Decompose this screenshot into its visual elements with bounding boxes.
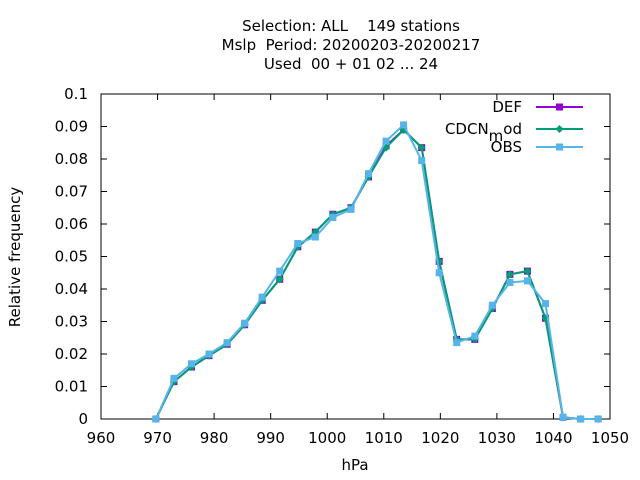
plot-frame	[100, 93, 611, 420]
y-axis-label: Relative frequency	[6, 187, 24, 328]
y-tick-label: 0.02	[55, 345, 88, 363]
x-tick-label: 1010	[365, 429, 403, 447]
data-point	[275, 275, 284, 284]
data-point	[559, 413, 567, 421]
y-tick-label: 0	[78, 410, 88, 428]
x-tick-label: 990	[256, 429, 285, 447]
y-tick-label: 0.07	[55, 183, 88, 201]
data-point	[453, 339, 461, 347]
legend-marker	[556, 103, 563, 111]
series-2	[152, 121, 602, 423]
y-tick-label: 0.06	[55, 215, 88, 233]
chart-title-line-1: Selection: ALL 149 stations	[242, 17, 460, 35]
series-line	[154, 123, 599, 420]
data-point	[542, 300, 550, 308]
y-tick-label: 0.04	[55, 280, 88, 298]
data-point	[523, 277, 531, 285]
data-point	[506, 279, 514, 286]
x-tick-label: 960	[87, 429, 116, 447]
data-point	[471, 332, 479, 340]
data-point	[205, 350, 213, 358]
y-tick-label: 0.1	[64, 85, 88, 103]
x-tick-label: 980	[200, 429, 229, 447]
series-0	[152, 126, 602, 423]
series-line	[154, 128, 599, 420]
x-tick-label: 1000	[308, 429, 346, 447]
data-point	[294, 240, 302, 247]
data-point	[505, 270, 514, 279]
data-point	[329, 214, 337, 221]
data-point	[311, 233, 319, 241]
x-tick-label: 1050	[591, 429, 629, 447]
x-tick-label: 970	[143, 429, 172, 447]
series-1	[151, 125, 603, 423]
data-point	[488, 301, 496, 309]
x-tick-label: 1040	[534, 429, 572, 447]
y-tick-label: 0.09	[55, 118, 88, 136]
data-point	[187, 360, 195, 368]
data-point	[241, 319, 249, 327]
chart-title-line-2: Mslp Period: 20200203-20200217	[221, 36, 481, 54]
data-point	[170, 374, 178, 382]
series-line	[154, 128, 599, 420]
data-point	[276, 267, 284, 275]
y-tick-label: 0.01	[55, 378, 88, 396]
data-point	[418, 157, 426, 165]
legend-label: CDCNmod	[445, 120, 522, 145]
data-point	[365, 170, 373, 178]
y-tick-label: 0.03	[55, 313, 88, 331]
data-point	[152, 415, 160, 423]
data-point	[417, 143, 426, 152]
legend-marker	[555, 125, 564, 133]
data-point	[223, 339, 231, 347]
x-tick-label: 1020	[421, 429, 459, 447]
data-point	[594, 415, 602, 423]
data-series	[151, 121, 603, 423]
y-tick-label: 0.05	[55, 248, 88, 266]
legend-label: OBS	[491, 138, 522, 156]
data-point	[347, 205, 355, 213]
data-point	[523, 267, 532, 276]
legend-label: DEF	[492, 98, 522, 116]
y-tick-label: 0.08	[55, 150, 88, 168]
data-point	[577, 415, 585, 423]
legend-marker	[556, 143, 563, 151]
data-point	[400, 121, 408, 129]
axis-ticks: 960 970 980 990 1000 1010 1020 1030 1040 1050 0 0.0…	[55, 85, 630, 447]
chart-title-line-3: Used 00 + 01 02 ... 24	[263, 55, 439, 73]
data-point	[382, 137, 390, 145]
data-point	[258, 293, 266, 301]
x-tick-label: 1030	[478, 429, 516, 447]
data-point	[435, 269, 443, 277]
x-axis-label: hPa	[341, 456, 368, 474]
